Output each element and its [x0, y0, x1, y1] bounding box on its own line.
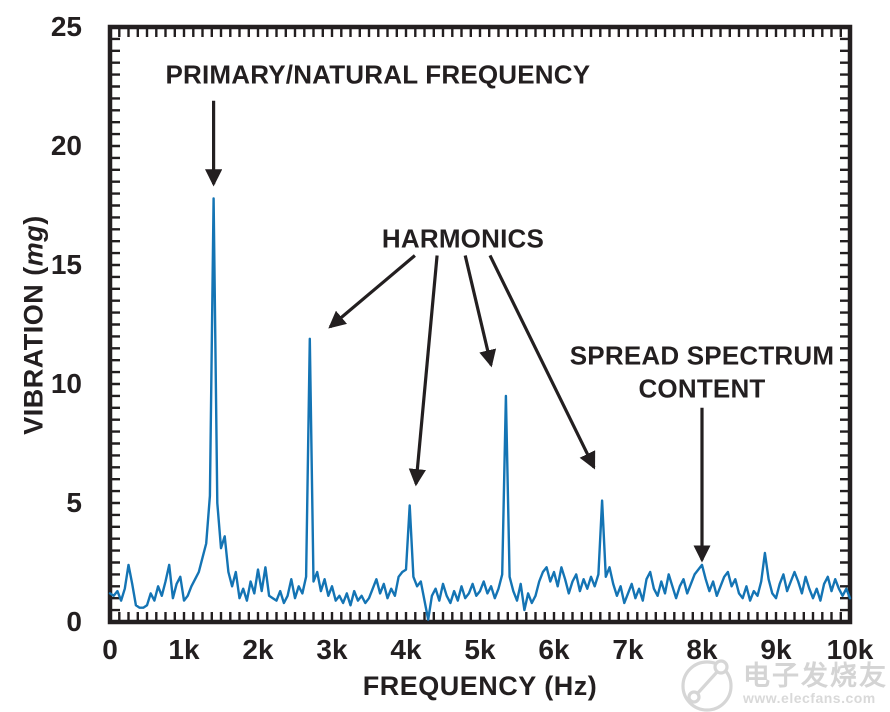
annotation-primary-frequency: PRIMARY/NATURAL FREQUENCY: [165, 59, 591, 90]
x-tick-label: 7k: [612, 634, 644, 665]
x-tick-label: 3k: [316, 634, 348, 665]
x-tick-label: 1k: [168, 634, 200, 665]
annotation-spread-line2: CONTENT: [638, 373, 766, 404]
y-tick-label: 10: [50, 368, 82, 399]
annotation-spread-spectrum: SPREAD SPECTRUM CONTENT: [570, 340, 834, 405]
watermark-text-block: 电子发烧友 www.elecfans.com: [743, 660, 888, 707]
y-axis-title-close: ): [18, 215, 49, 225]
watermark: 电子发烧友 www.elecfans.com: [679, 656, 888, 712]
x-tick-label: 5k: [464, 634, 496, 665]
y-axis-title: VIBRATION (mg): [19, 215, 50, 435]
annotation-spread-line1: SPREAD SPECTRUM: [569, 340, 835, 371]
x-tick-label: 8k: [686, 634, 718, 665]
y-tick-label: 25: [50, 11, 82, 42]
y-tick-label: 15: [50, 249, 82, 280]
y-axis-title-text: VIBRATION (: [18, 266, 49, 435]
y-tick-label: 0: [66, 606, 82, 637]
watermark-cn-text: 电子发烧友: [743, 660, 888, 691]
x-tick-label: 9k: [760, 634, 792, 665]
y-tick-label: 5: [66, 487, 82, 518]
x-axis-title: FREQUENCY (Hz): [362, 671, 598, 701]
x-tick-label: 0: [102, 634, 118, 665]
x-tick-label: 4k: [390, 634, 422, 665]
x-tick-label: 10k: [826, 634, 874, 665]
watermark-url-text: www.elecfans.com: [743, 690, 876, 707]
annotation-harmonics: HARMONICS: [381, 223, 545, 254]
x-tick-label: 6k: [538, 634, 570, 665]
y-tick-label: 20: [50, 130, 82, 161]
x-tick-label: 2k: [242, 634, 274, 665]
elecfans-logo-icon: [681, 659, 733, 712]
